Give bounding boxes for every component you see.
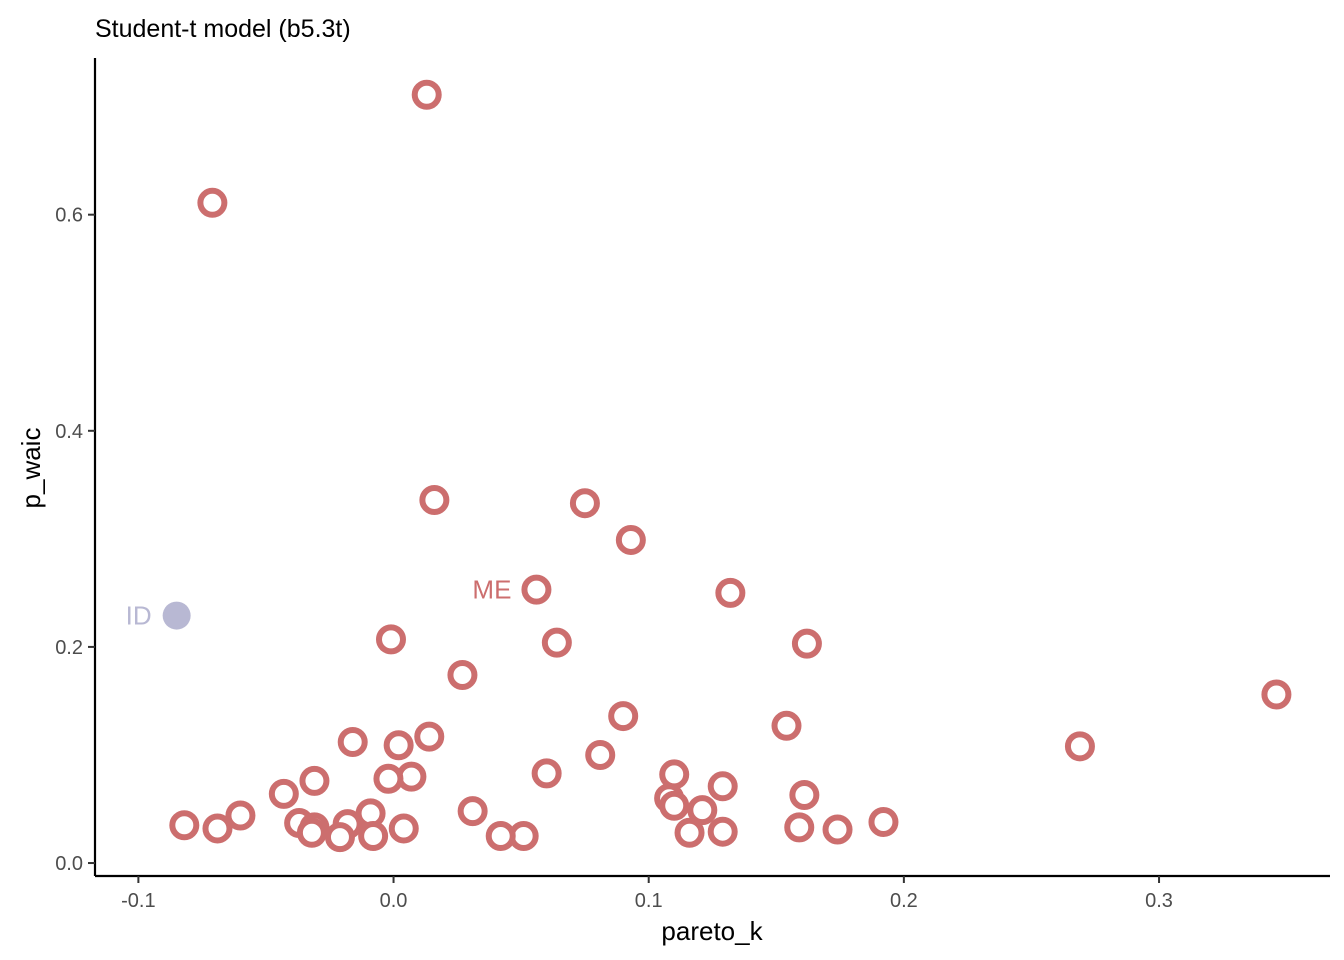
data-point bbox=[707, 771, 738, 802]
data-point bbox=[457, 796, 488, 827]
data-point bbox=[687, 795, 718, 826]
point-labels: ME ID bbox=[126, 575, 512, 631]
data-point bbox=[521, 574, 552, 605]
data-point bbox=[447, 660, 478, 691]
data-point bbox=[1064, 731, 1095, 762]
x-tick-label: 0.0 bbox=[380, 890, 408, 912]
y-tick-label: 0.6 bbox=[55, 205, 83, 227]
data-point bbox=[1261, 679, 1292, 710]
data-point bbox=[202, 813, 233, 844]
data-point bbox=[771, 710, 802, 741]
data-points bbox=[162, 79, 1292, 853]
axes: -0.1 0.0 0.1 0.2 0.3 0.0 0.2 0.4 0.6 bbox=[55, 58, 1330, 912]
data-point bbox=[419, 484, 450, 515]
data-point bbox=[358, 821, 389, 852]
x-axis-title: pareto_k bbox=[661, 916, 763, 946]
data-point bbox=[296, 817, 327, 848]
data-point bbox=[169, 810, 200, 841]
data-point bbox=[789, 779, 820, 810]
data-point bbox=[337, 727, 368, 758]
x-tick-label: 0.1 bbox=[635, 890, 663, 912]
data-point bbox=[531, 758, 562, 789]
x-tick-label: -0.1 bbox=[121, 890, 155, 912]
chart-title: Student-t model (b5.3t) bbox=[95, 15, 351, 43]
data-point bbox=[784, 812, 815, 843]
data-point bbox=[268, 778, 299, 809]
data-point bbox=[615, 524, 646, 555]
data-point bbox=[414, 721, 445, 752]
x-tick-label: 0.3 bbox=[1145, 890, 1173, 912]
data-point bbox=[791, 628, 822, 659]
data-point bbox=[715, 577, 746, 608]
data-point bbox=[373, 763, 404, 794]
data-point bbox=[225, 800, 256, 831]
data-point bbox=[411, 79, 442, 110]
y-tick-label: 0.0 bbox=[55, 853, 83, 875]
data-point bbox=[659, 790, 690, 821]
data-point bbox=[659, 759, 690, 790]
data-point bbox=[383, 730, 414, 761]
x-tick-label: 0.2 bbox=[890, 890, 918, 912]
data-point bbox=[569, 488, 600, 519]
point-label: ID bbox=[126, 601, 152, 631]
data-point bbox=[585, 739, 616, 770]
data-point bbox=[324, 822, 355, 853]
data-point bbox=[822, 814, 853, 845]
data-point bbox=[162, 601, 191, 630]
y-tick-label: 0.2 bbox=[55, 637, 83, 659]
y-tick-label: 0.4 bbox=[55, 421, 83, 443]
data-point bbox=[707, 816, 738, 847]
data-point bbox=[197, 187, 228, 218]
point-label: ME bbox=[472, 575, 511, 605]
data-point bbox=[388, 813, 419, 844]
data-point bbox=[868, 806, 899, 837]
data-point bbox=[375, 624, 406, 655]
data-point bbox=[541, 627, 572, 658]
data-point bbox=[299, 765, 330, 796]
data-point bbox=[608, 701, 639, 732]
data-point bbox=[674, 817, 705, 848]
y-axis-title: p_waic bbox=[16, 428, 46, 509]
data-point bbox=[485, 821, 516, 852]
